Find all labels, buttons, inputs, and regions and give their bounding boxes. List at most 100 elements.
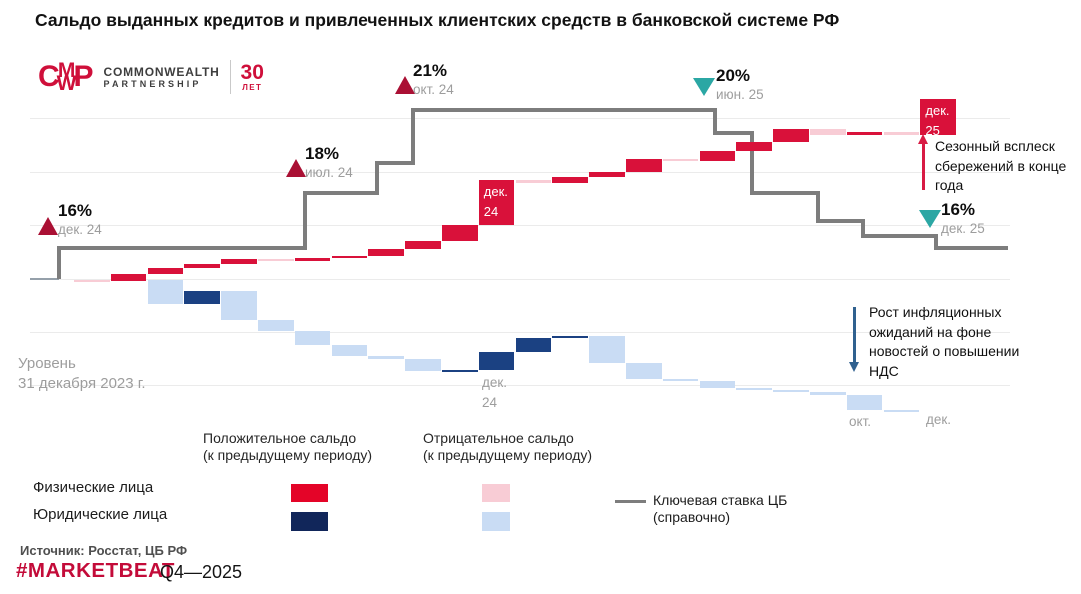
rate-value: 18%: [305, 144, 340, 163]
legal-bar: [810, 392, 846, 395]
legend-row-legal: Юридические лица: [33, 506, 168, 523]
legal-bar: [589, 335, 625, 363]
gridline: [30, 385, 1010, 386]
individuals-bar: [773, 129, 809, 142]
key-rate-annotation: 18% июл. 24: [305, 144, 353, 182]
individuals-bar: [515, 180, 552, 183]
logo-name-line2: PARTNERSHIP: [103, 79, 202, 89]
rate-value: 20%: [716, 66, 751, 85]
individuals-bar: [552, 177, 588, 183]
individuals-bar: [110, 274, 147, 281]
legal-bar: [147, 279, 184, 304]
rate-date: июн. 25: [716, 87, 764, 103]
legal-bar: [662, 379, 699, 381]
gridline: [30, 332, 1010, 333]
seasonal-arrow-line: [922, 143, 925, 190]
logo-years-number: 30: [240, 61, 264, 84]
individuals-bar: [294, 258, 331, 261]
individuals-bar: [147, 268, 184, 274]
individuals-bar: [589, 172, 625, 177]
individuals-bar: [331, 255, 368, 258]
legend-positive-line2: (к предыдущему периоду): [203, 446, 373, 463]
issue-label: Q4—2025: [160, 562, 243, 582]
logo-letter-m: M: [57, 58, 76, 82]
key-rate-legend-label: Ключевая ставка ЦБ (справочно): [653, 492, 787, 526]
gridline: [30, 172, 1010, 173]
legal-bar: [699, 381, 736, 388]
individuals-bar: [699, 151, 736, 161]
individuals-bar: дек. 25: [920, 99, 956, 138]
logo-wordmark: COMMONWEALTH PARTNERSHIP: [104, 65, 220, 89]
individuals-bar: [405, 241, 441, 249]
logo-name-line1: COMMONWEALTH: [103, 65, 220, 79]
rate-value: 16%: [58, 201, 93, 220]
rate-date: дек. 25: [941, 221, 985, 237]
legal-bar: [846, 394, 883, 410]
legal-bar: [442, 370, 478, 372]
baseline-level-marker: [30, 278, 59, 280]
legend-row-individuals: Физические лица: [33, 479, 154, 496]
rate-value: 16%: [941, 200, 976, 219]
bar-label: дек. 25: [925, 103, 950, 139]
rate-date: июл. 24: [305, 165, 353, 181]
key-rate-annotation: 16% дек. 24: [58, 201, 102, 239]
x-tick-label: окт.: [849, 414, 872, 429]
rate-date: окт. 24: [413, 82, 454, 98]
swatch-individuals-negative: [482, 484, 510, 502]
legal-bar: [552, 335, 588, 338]
individuals-bar: [258, 259, 294, 261]
marketbeat-hashtag: #MARKETBEAT: [16, 559, 175, 582]
individuals-bar: [184, 263, 220, 268]
x-tick-label: дек.: [926, 412, 952, 427]
swatch-legal-negative: [482, 512, 510, 531]
legend-negative-line1: Отрицательное сальдо: [423, 430, 574, 446]
legal-bar: [515, 338, 552, 352]
logo-letter-c: C: [38, 60, 60, 93]
rate-down-triangle-icon: [919, 210, 941, 228]
page-title: Сальдо выданных кредитов и привлеченных …: [35, 10, 840, 30]
rate-date: дек. 24: [58, 222, 102, 238]
legal-bar: [883, 410, 920, 412]
seasonal-callout-text: Сезонный всплеск сбережений в конце года: [935, 138, 1067, 194]
individuals-bar: дек. 24: [478, 180, 515, 225]
gridline: [30, 279, 1010, 280]
legal-bar: [258, 320, 294, 331]
key-rate-annotation: 21% окт. 24: [413, 61, 454, 99]
legal-bar: [405, 358, 441, 371]
nds-callout-text: Рост инфляционных ожиданий на фоне новос…: [869, 304, 1020, 379]
legal-bar: [331, 345, 368, 356]
swatch-individuals-positive: [291, 484, 328, 502]
individuals-bar: [74, 279, 110, 282]
key-rate-annotation: 16% дек. 25: [941, 200, 985, 238]
swatch-legal-positive: [291, 512, 328, 531]
legend-positive-header: Положительное сальдо (к предыдущему пери…: [203, 430, 372, 463]
individuals-bar: [368, 249, 404, 256]
key-rate-legend-line1: Ключевая ставка ЦБ: [653, 492, 788, 508]
nds-arrow-icon: [849, 362, 859, 372]
gridline: [30, 225, 1010, 226]
individuals-bar: [810, 129, 846, 135]
legend-negative-line2: (к предыдущему периоду): [423, 446, 593, 463]
rate-value: 21%: [413, 61, 448, 80]
key-rate-legend-line-icon: [615, 500, 646, 503]
logo-years-unit: ЛЕТ: [242, 83, 263, 92]
legal-bar: [773, 389, 809, 392]
logo-divider: [229, 60, 231, 94]
bar-below-label: дек. 24: [482, 375, 508, 411]
key-rate-legend-line2: (справочно): [653, 508, 731, 525]
logo-letter-w: W: [56, 72, 77, 95]
legal-bar: [294, 331, 331, 345]
nds-arrow-line: [853, 307, 856, 362]
legal-bar: [368, 356, 404, 359]
rate-down-triangle-icon: [693, 78, 715, 96]
seasonal-arrow-icon: [918, 134, 928, 144]
key-rate-annotation: 20% июн. 25: [716, 66, 764, 104]
logo-anniversary: 30 ЛЕТ: [241, 62, 264, 92]
legend-negative-header: Отрицательное сальдо (к предыдущему пери…: [423, 430, 592, 463]
individuals-bar: [883, 132, 920, 135]
individuals-bar: [736, 142, 772, 151]
